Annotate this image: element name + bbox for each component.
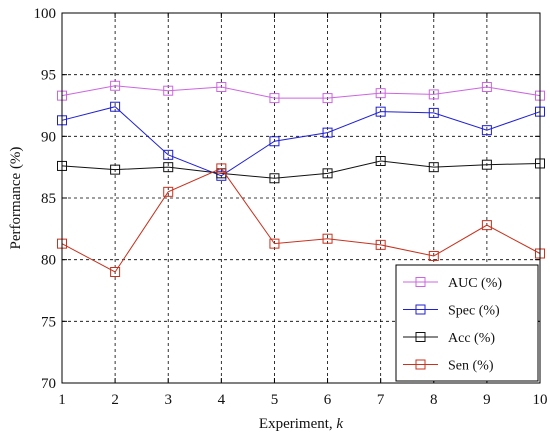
- x-tick-label: 6: [324, 392, 332, 408]
- legend-label: Acc (%): [448, 331, 495, 346]
- legend-swatch-marker: [415, 332, 426, 342]
- data-point: [269, 93, 280, 104]
- series-line: [61, 160, 541, 179]
- series-line: [61, 85, 541, 99]
- y-axis-label: Performance (%): [8, 147, 24, 250]
- x-tick-label: 1: [58, 392, 66, 408]
- data-point: [163, 149, 174, 160]
- data-point: [163, 85, 174, 96]
- data-point: [163, 162, 174, 173]
- legend-item: Acc (%): [403, 331, 495, 346]
- legend-label: Sen (%): [448, 359, 494, 374]
- data-point: [322, 233, 333, 244]
- data-point: [375, 239, 386, 250]
- x-tick-label: 3: [164, 392, 172, 408]
- data-point: [110, 164, 121, 175]
- data-point: [428, 107, 439, 118]
- data-point: [375, 156, 386, 166]
- series-lines: [57, 80, 545, 277]
- series-line: [61, 167, 541, 273]
- legend-item: Spec (%): [403, 304, 500, 319]
- data-point: [428, 89, 439, 100]
- data-point: [481, 82, 492, 92]
- legend-item: Sen (%): [403, 359, 494, 374]
- legend-swatch-marker: [415, 277, 426, 287]
- x-tick-label: 4: [218, 392, 226, 408]
- data-point: [163, 186, 174, 197]
- legend-swatch-marker: [415, 359, 426, 370]
- series-3: [57, 163, 545, 277]
- data-point: [269, 238, 280, 249]
- series-1: [57, 101, 545, 181]
- data-point: [481, 159, 492, 170]
- data-point: [428, 162, 439, 173]
- data-point: [481, 125, 492, 136]
- data-point: [110, 101, 121, 112]
- y-tick-label: 95: [41, 68, 56, 84]
- legend-label: AUC (%): [448, 276, 502, 291]
- x-tick-label: 7: [377, 392, 385, 408]
- data-point: [110, 80, 121, 91]
- x-axis-label: Experiment, k: [259, 416, 343, 432]
- y-tick-label: 70: [41, 376, 56, 392]
- x-tick-label: 5: [271, 392, 279, 408]
- data-point: [110, 267, 121, 277]
- legend-label: Spec (%): [448, 304, 500, 319]
- data-point: [216, 82, 227, 92]
- legend: AUC (%) Spec (%) Acc (%) Sen (%): [395, 264, 539, 382]
- y-tick-label: 80: [41, 253, 56, 269]
- x-tick-label: 8: [430, 392, 438, 408]
- data-point: [216, 163, 227, 174]
- data-point: [322, 168, 333, 179]
- series-line: [61, 106, 541, 177]
- legend-item: AUC (%): [403, 276, 502, 291]
- legend-swatch-marker: [415, 304, 426, 315]
- x-tick-label: 2: [111, 392, 119, 408]
- y-tick-label: 75: [41, 314, 56, 330]
- data-point: [375, 106, 386, 117]
- data-point: [428, 250, 439, 261]
- x-tick-label: 9: [483, 392, 491, 408]
- data-point: [322, 127, 333, 138]
- data-point: [269, 136, 280, 147]
- data-point: [322, 93, 333, 104]
- axis-ticks: 1 2 3 4 5 6 7 8 9 10 70 75 80 85 90 95 100: [34, 6, 548, 408]
- data-point: [481, 220, 492, 231]
- legend-box: [395, 264, 539, 382]
- y-tick-label: 100: [34, 6, 57, 22]
- x-tick-label: 10: [533, 392, 548, 408]
- y-tick-label: 85: [41, 191, 56, 207]
- y-tick-label: 90: [41, 129, 56, 145]
- data-point: [269, 173, 280, 184]
- data-point: [375, 88, 386, 99]
